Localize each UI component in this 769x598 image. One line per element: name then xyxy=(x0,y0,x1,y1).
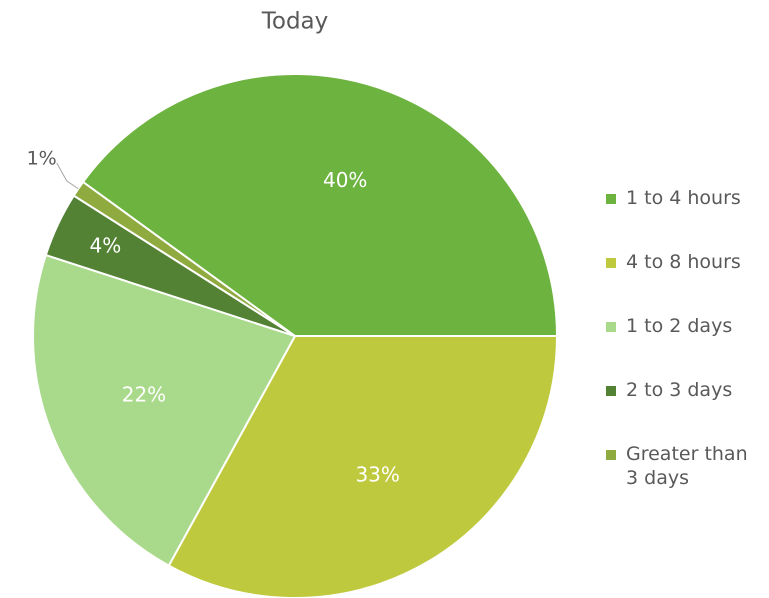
legend-item: 1 to 2 days xyxy=(604,314,764,378)
legend-label: 2 to 3 days xyxy=(626,379,733,401)
legend-item: 2 to 3 days xyxy=(604,378,764,442)
legend-label: Greater than 3 days xyxy=(626,443,748,489)
data-label: 40% xyxy=(323,168,367,192)
data-label: 22% xyxy=(122,382,166,406)
pie-slice xyxy=(81,73,559,337)
legend-item: 4 to 8 hours xyxy=(604,250,764,314)
pie-slice xyxy=(32,253,297,567)
legend-label: 1 to 4 hours xyxy=(626,187,741,209)
legend-item: 1 to 4 hours xyxy=(604,186,764,250)
data-label: 1% xyxy=(27,147,57,169)
legend-swatch xyxy=(606,194,616,204)
legend-swatch xyxy=(606,322,616,332)
legend-label: 4 to 8 hours xyxy=(626,251,741,273)
legend-item: Greater than 3 days xyxy=(604,442,764,506)
legend-label: 1 to 2 days xyxy=(626,315,733,337)
pie-slice xyxy=(167,335,559,598)
legend-swatch xyxy=(606,450,616,460)
data-label: 33% xyxy=(355,462,399,486)
legend-swatch xyxy=(606,258,616,268)
data-label: 4% xyxy=(89,233,121,257)
leader-line xyxy=(56,162,79,190)
legend-swatch xyxy=(606,386,616,396)
chart-title: Today xyxy=(261,9,329,35)
legend: 1 to 4 hours 4 to 8 hours 1 to 2 days 2 to … xyxy=(604,186,764,506)
